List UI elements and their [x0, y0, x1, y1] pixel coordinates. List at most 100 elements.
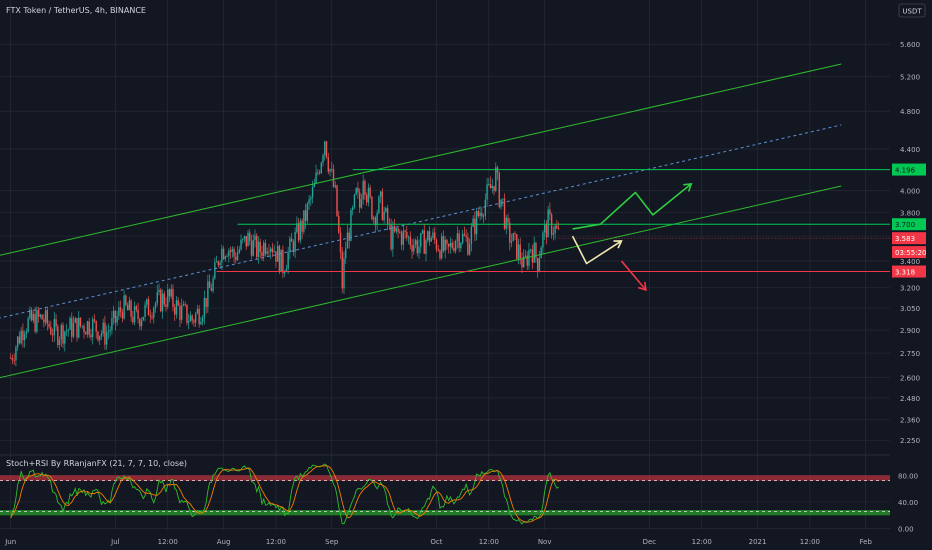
candle-body	[196, 308, 199, 314]
candle-body	[98, 335, 101, 341]
candle-body	[350, 210, 352, 241]
candle-body	[519, 244, 521, 259]
candle-body	[151, 316, 153, 318]
candle-body	[470, 226, 473, 244]
candle-body	[228, 250, 230, 257]
oscillator-d-line	[10, 465, 559, 523]
price-badge-label: 4.196	[895, 167, 916, 175]
candle-body	[242, 239, 244, 240]
candle-body	[420, 233, 422, 247]
candle-body	[348, 232, 350, 241]
candle-body	[393, 226, 396, 232]
candle-body	[296, 223, 298, 233]
candle-body	[463, 233, 466, 236]
candle-body	[85, 332, 87, 335]
candle-body	[125, 295, 127, 305]
candle-body	[222, 248, 225, 260]
candle-body	[547, 209, 549, 238]
candle-body	[187, 321, 190, 323]
candle-body	[449, 242, 452, 247]
candle-body	[446, 239, 448, 244]
candle-body	[451, 242, 453, 248]
candle-body	[39, 314, 42, 317]
candle-body	[268, 251, 270, 253]
candle-body	[308, 199, 310, 204]
candle-body	[482, 215, 485, 217]
candle-body	[304, 210, 307, 221]
candle-body	[243, 236, 246, 240]
candle-body	[430, 238, 432, 242]
candle-body	[510, 241, 513, 243]
candle-body	[142, 316, 145, 321]
candle-body	[297, 223, 300, 241]
candle-body	[181, 305, 183, 320]
candle-body	[468, 243, 471, 255]
candle-body	[306, 203, 309, 221]
candle-body	[505, 217, 507, 229]
price-badge-label: 3.318	[895, 269, 915, 277]
candle-body	[289, 238, 291, 253]
candle-body	[371, 196, 373, 220]
candles	[9, 140, 560, 367]
candle-body	[402, 230, 405, 245]
candle-body	[140, 320, 143, 327]
time-axis-label: Oct	[430, 538, 442, 546]
price-axis-label: 4.400	[900, 146, 920, 154]
time-axis-label: 12:00	[800, 538, 820, 546]
candle-body	[36, 310, 38, 332]
candle-body	[516, 234, 518, 259]
candle-body	[93, 319, 96, 322]
price-axis-label: 2.480	[900, 395, 920, 403]
candle-body	[329, 169, 331, 172]
candle-body	[119, 307, 122, 312]
candle-body	[78, 317, 80, 338]
candle-body	[11, 358, 14, 361]
candle-body	[271, 248, 274, 253]
candle-body	[161, 293, 164, 312]
candle-body	[435, 239, 438, 250]
price-badge-box	[892, 265, 926, 278]
candle-body	[74, 318, 76, 323]
candle-body	[407, 236, 410, 238]
time-axis-label: Feb	[860, 538, 873, 546]
neutral-path-arrowhead	[613, 240, 623, 249]
candle-body	[400, 232, 403, 245]
candle-body	[60, 325, 62, 340]
candle-body	[189, 315, 192, 322]
time-axis-label: Dec	[643, 538, 657, 546]
price-badge-03:55:20: 03:55:20	[892, 246, 926, 259]
price-axis-label: 5.600	[900, 41, 920, 49]
candle-body	[137, 309, 139, 319]
time-axis-label: Nov	[538, 538, 552, 546]
candle-body	[224, 256, 227, 260]
candle-body	[43, 319, 45, 323]
candle-body	[104, 322, 106, 345]
candle-body	[158, 289, 160, 293]
time-axis-label: Jun	[4, 538, 16, 546]
price-badge-4.196: 4.196	[892, 163, 926, 176]
candle-body	[229, 250, 232, 252]
channel-bottom-line	[0, 185, 842, 379]
price-badge-3.318: 3.318	[892, 265, 926, 278]
price-badge-label: 3.700	[895, 221, 915, 229]
candle-body	[404, 230, 406, 232]
candle-body	[467, 237, 469, 255]
candle-body	[365, 194, 368, 203]
candle-body	[358, 192, 361, 208]
candle-body	[362, 180, 364, 200]
candle-body	[27, 318, 29, 332]
candle-body	[465, 235, 467, 238]
candle-body	[22, 330, 24, 341]
candle-body	[114, 310, 117, 323]
candle-body	[409, 236, 411, 246]
candle-body	[177, 300, 179, 306]
candle-body	[533, 242, 535, 263]
candle-body	[278, 246, 281, 272]
candle-body	[301, 220, 303, 232]
candle-body	[256, 235, 258, 257]
candle-body	[128, 300, 131, 311]
candle-body	[90, 334, 92, 338]
candle-body	[100, 333, 103, 336]
candle-body	[167, 289, 169, 307]
